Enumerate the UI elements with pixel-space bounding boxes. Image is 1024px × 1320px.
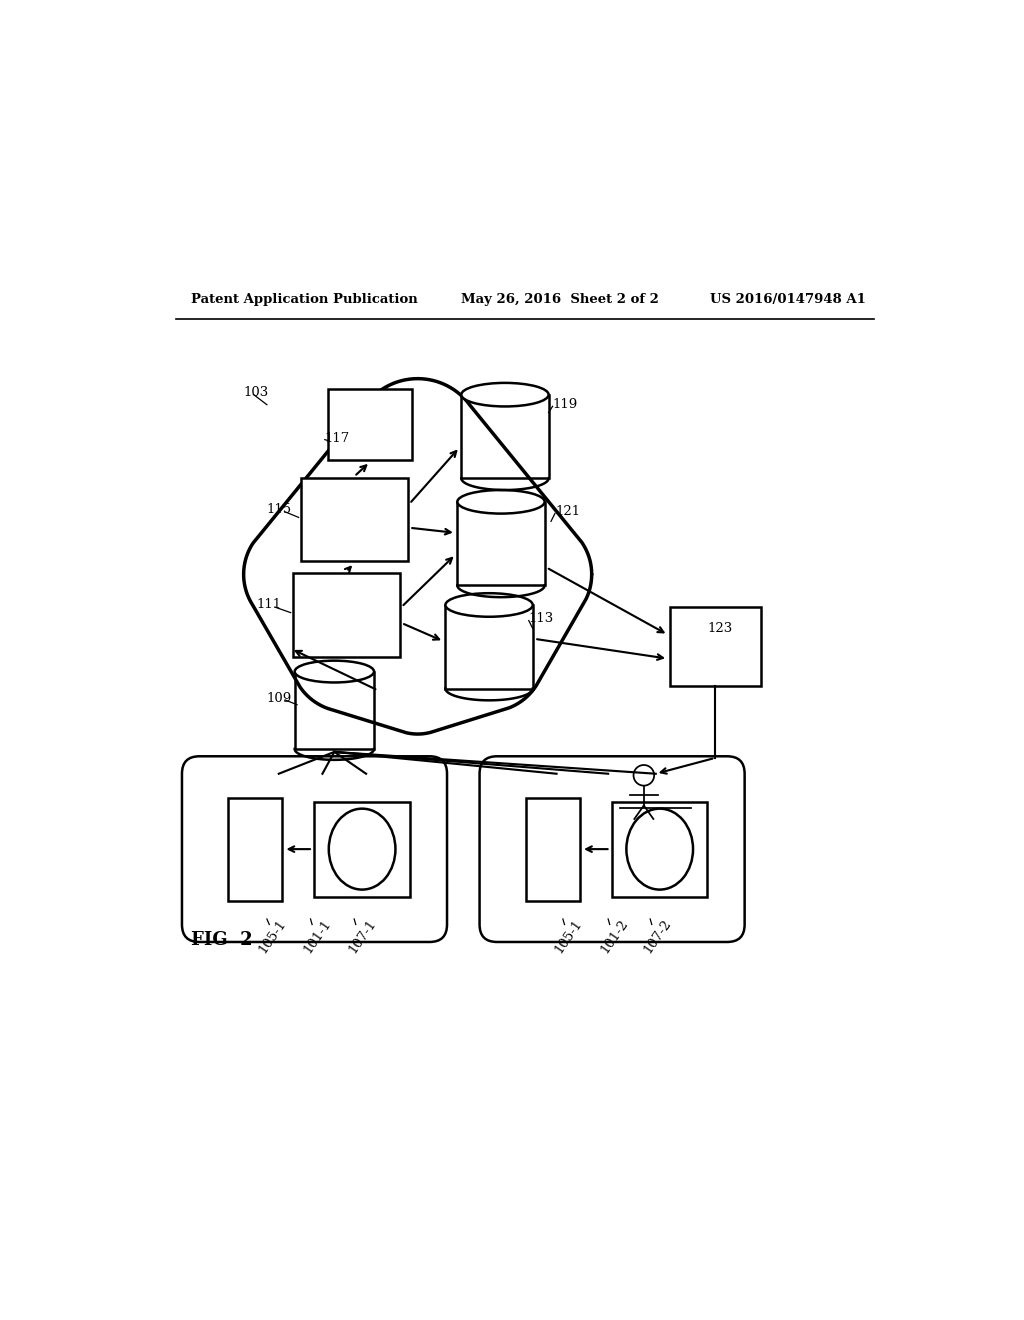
Text: 119: 119: [553, 399, 578, 412]
Text: 123: 123: [708, 622, 732, 635]
Ellipse shape: [461, 383, 549, 407]
Text: FIG  2: FIG 2: [191, 932, 253, 949]
Ellipse shape: [329, 809, 395, 890]
Text: 107-2: 107-2: [641, 916, 674, 956]
Text: 115: 115: [267, 503, 292, 516]
Bar: [314, 801, 410, 896]
Text: Patent Application Publication: Patent Application Publication: [191, 293, 418, 306]
Bar: [461, 395, 549, 478]
Text: 113: 113: [528, 612, 554, 626]
Bar: [293, 573, 399, 656]
Ellipse shape: [627, 809, 693, 890]
Bar: [301, 478, 408, 561]
FancyBboxPatch shape: [182, 756, 447, 942]
Text: 107-1: 107-1: [346, 916, 379, 956]
Ellipse shape: [295, 660, 374, 682]
Bar: [670, 607, 761, 686]
Bar: [612, 801, 708, 896]
Text: 111: 111: [257, 598, 282, 611]
Text: 121: 121: [555, 506, 580, 519]
Bar: [295, 672, 374, 748]
Text: 103: 103: [243, 387, 268, 400]
Bar: [329, 389, 412, 461]
Text: May 26, 2016  Sheet 2 of 2: May 26, 2016 Sheet 2 of 2: [461, 293, 659, 306]
Text: 101-2: 101-2: [598, 916, 631, 956]
Bar: [525, 797, 580, 900]
FancyBboxPatch shape: [479, 756, 744, 942]
Bar: [458, 502, 545, 585]
Ellipse shape: [458, 490, 545, 513]
Bar: [228, 797, 282, 900]
Text: 117: 117: [325, 432, 350, 445]
Ellipse shape: [445, 593, 532, 616]
Text: US 2016/0147948 A1: US 2016/0147948 A1: [711, 293, 866, 306]
Bar: [445, 605, 532, 689]
Text: 105-1: 105-1: [257, 916, 289, 956]
Text: 105-1: 105-1: [553, 916, 585, 956]
Text: 101-1: 101-1: [301, 916, 334, 956]
Text: 109: 109: [267, 692, 292, 705]
